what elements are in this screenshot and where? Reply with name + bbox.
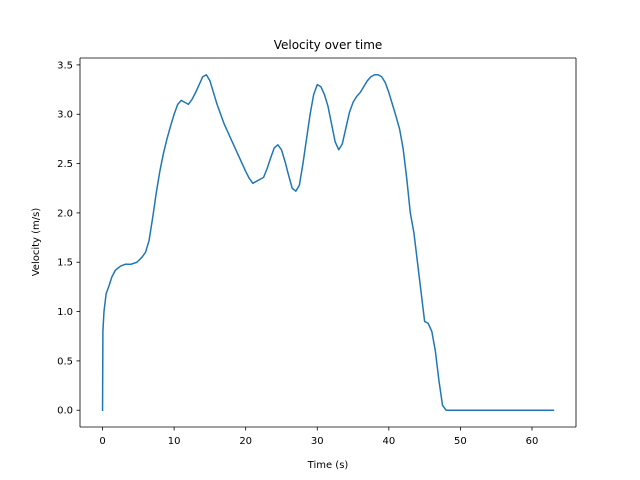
y-axis-title: Velocity (m/s) <box>31 208 42 277</box>
y-tick-label: 2.0 <box>57 208 73 219</box>
x-tick-label: 40 <box>382 436 395 447</box>
x-tick-label: 0 <box>99 436 105 447</box>
y-tick-label: 3.5 <box>57 60 73 71</box>
series-layer <box>101 74 555 411</box>
x-axis-title: Time (s) <box>307 460 349 471</box>
x-tick-label: 50 <box>454 436 467 447</box>
y-tick-label: 0.0 <box>57 406 73 417</box>
x-tick-label: 20 <box>239 436 252 447</box>
y-tick-label: 3.0 <box>57 110 73 121</box>
y-tick-label: 1.5 <box>57 258 73 269</box>
chart-title: Velocity over time <box>274 38 383 52</box>
axes-layer <box>79 57 577 428</box>
y-tick-label: 0.5 <box>57 356 73 367</box>
x-tick-label: 60 <box>526 436 539 447</box>
plot-background <box>80 58 576 427</box>
y-tick-label: 2.5 <box>57 159 73 170</box>
plot-area <box>80 58 576 427</box>
ticks-layer: 0 10 20 30 40 50 60 0.0 0.5 1.0 1.5 2.0 2.5 3.0 3.5 <box>57 60 538 447</box>
y-tick-label: 1.0 <box>57 307 73 318</box>
series-line-velocity <box>101 74 555 411</box>
x-tick-label: 30 <box>311 436 324 447</box>
x-tick-label: 10 <box>168 436 181 447</box>
